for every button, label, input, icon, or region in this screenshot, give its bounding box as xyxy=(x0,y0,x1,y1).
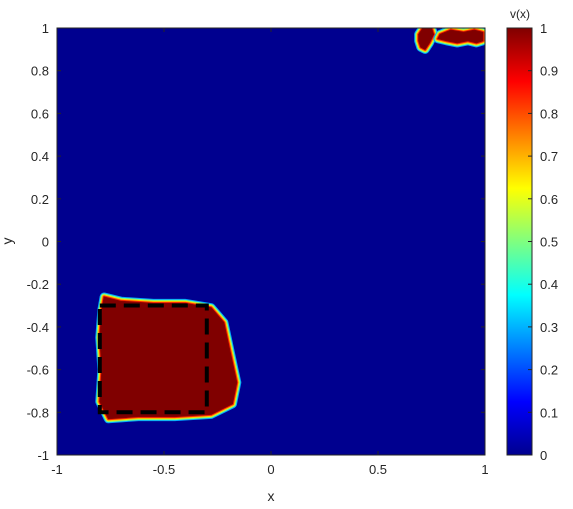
region-top-right-blob-left xyxy=(418,28,435,50)
colorbar-tick-label: 0.2 xyxy=(540,363,558,378)
heatmap-regions xyxy=(95,28,485,424)
y-tick-label: 0.2 xyxy=(31,192,49,207)
y-tick-label: 0.8 xyxy=(31,64,49,79)
colorbar-tick-label: 0.8 xyxy=(540,106,558,121)
colorbar-tick-label: 0.5 xyxy=(540,235,558,250)
region-lower-left-blob xyxy=(99,296,238,420)
colorbar-tick-label: 0.6 xyxy=(540,192,558,207)
colorbar-title: v(x) xyxy=(510,7,530,21)
y-tick-label: -0.4 xyxy=(27,320,49,335)
x-tick-label: 1 xyxy=(481,462,488,477)
annotation-layer xyxy=(97,303,209,415)
y-tick-label: -0.2 xyxy=(27,277,49,292)
x-tick-label: -0.5 xyxy=(153,462,175,477)
colorbar-tick-label: 0.1 xyxy=(540,405,558,420)
region-top-right-blob-right xyxy=(437,29,484,44)
y-tick-label: -0.6 xyxy=(27,363,49,378)
x-axis-ticks: -1 -0.5 0 0.5 1 xyxy=(51,28,489,477)
colorbar-tick-label: 0.7 xyxy=(540,149,558,164)
y-tick-label: 0 xyxy=(42,235,49,250)
colorbar-tick-label: 1 xyxy=(540,21,547,36)
colorbar-tick-label: 0.9 xyxy=(540,64,558,79)
x-tick-label: 0.5 xyxy=(369,462,387,477)
y-tick-label: 0.6 xyxy=(31,106,49,121)
colorbar-tick-label: 0.3 xyxy=(540,320,558,335)
dashed-rectangle-annotation xyxy=(97,303,209,415)
y-axis-label: y xyxy=(0,238,15,245)
x-tick-label: -1 xyxy=(51,462,63,477)
y-tick-label: -1 xyxy=(37,448,49,463)
y-tick-label: 0.4 xyxy=(31,149,49,164)
x-tick-label: 0 xyxy=(267,462,274,477)
colorbar-tick-label: 0.4 xyxy=(540,277,558,292)
colorbar-ticks: 0 0.1 0.2 0.3 0.4 0.5 0.6 0.7 0.8 0.9 1 xyxy=(528,21,558,463)
colorbar xyxy=(506,27,533,456)
colorbar-tick-label: 0 xyxy=(540,448,547,463)
x-axis-label: x xyxy=(268,488,275,504)
y-axis-ticks: -1 -0.8 -0.6 -0.4 -0.2 0 0.2 0.4 0.6 0.8 1 xyxy=(27,21,485,463)
y-tick-label: 1 xyxy=(42,21,49,36)
y-tick-label: -0.8 xyxy=(27,405,49,420)
